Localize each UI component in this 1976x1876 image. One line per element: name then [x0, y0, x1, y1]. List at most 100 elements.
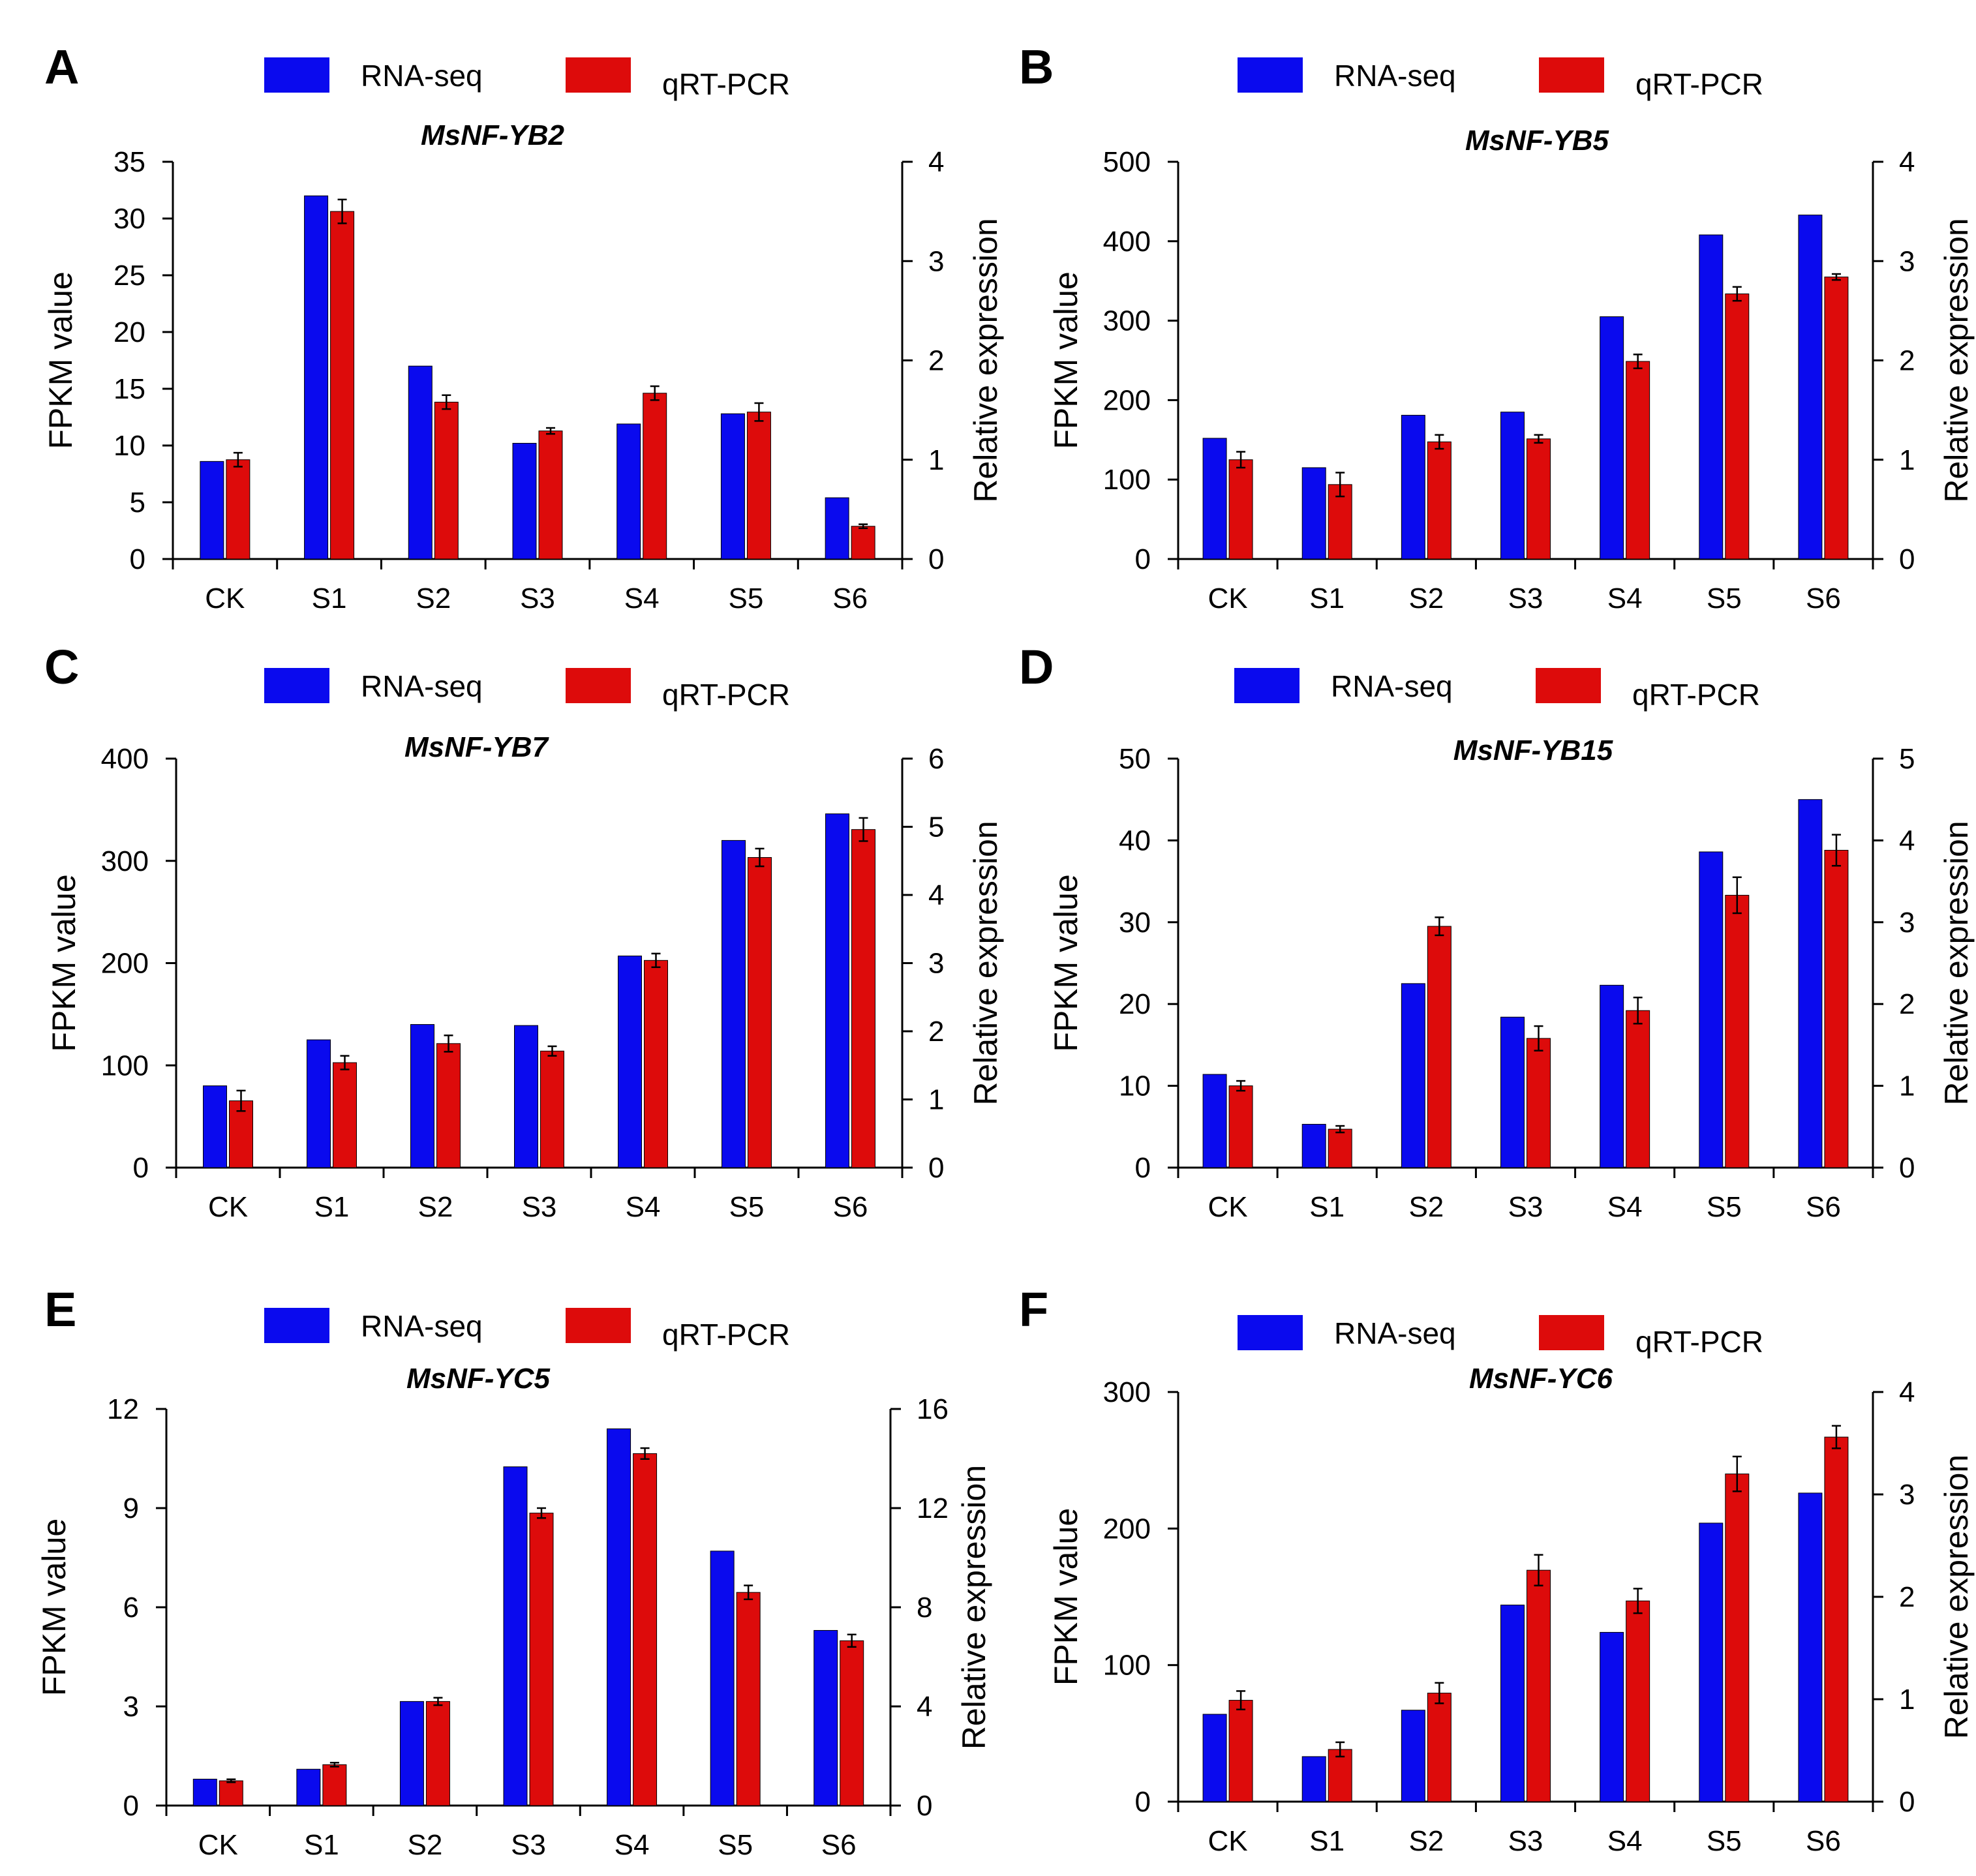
bar-qrtpcr	[1725, 1474, 1750, 1802]
bar-rnaseq	[607, 1428, 631, 1806]
x-tick-label: S2	[408, 1829, 443, 1861]
chart-title: MsNF-YB7	[404, 731, 550, 763]
bar-qrtpcr	[644, 960, 668, 1168]
bar-qrtpcr	[633, 1453, 658, 1806]
legend-label-qrtpcr: qRT-PCR	[1632, 678, 1760, 712]
bar-qrtpcr	[322, 1764, 347, 1806]
bar-rnaseq	[1600, 1631, 1624, 1802]
left-tick-label: 6	[123, 1592, 139, 1624]
bar-qrtpcr	[1328, 1128, 1352, 1168]
y2-axis-label: Relative expression	[956, 1465, 992, 1749]
right-tick-label: 0	[1899, 1786, 1915, 1818]
bar-qrtpcr	[851, 526, 875, 560]
right-tick-label: 5	[928, 811, 944, 843]
x-tick-label: S2	[1408, 582, 1444, 614]
x-tick-label: S4	[1607, 1825, 1643, 1857]
bar-qrtpcr	[333, 1062, 357, 1168]
panel-letter: E	[44, 1282, 76, 1337]
legend-swatch-rnaseq	[264, 668, 329, 703]
left-tick-label: 30	[1119, 907, 1151, 939]
bar-qrtpcr	[226, 459, 251, 560]
bar-qrtpcr	[1824, 849, 1849, 1168]
bar-rnaseq	[720, 413, 745, 560]
right-tick-label: 3	[1899, 1479, 1915, 1511]
x-tick-label: S1	[1309, 582, 1345, 614]
left-tick-label: 400	[1103, 226, 1151, 258]
right-tick-label: 0	[928, 1152, 944, 1184]
bar-qrtpcr	[1626, 1600, 1650, 1802]
x-tick-label: S3	[511, 1829, 546, 1861]
right-tick-label: 8	[917, 1592, 932, 1624]
chart-title: MsNF-YC6	[1469, 1363, 1613, 1395]
x-tick-label: CK	[208, 1191, 248, 1223]
x-tick-label: S1	[1309, 1191, 1345, 1223]
legend-swatch-qrtpcr	[1539, 57, 1604, 93]
right-tick-label: 0	[917, 1790, 932, 1822]
bar-qrtpcr	[1228, 1085, 1253, 1168]
bar-rnaseq	[1798, 215, 1823, 560]
bar-rnaseq	[1301, 467, 1326, 560]
right-tick-label: 0	[928, 543, 944, 575]
right-tick-label: 4	[1899, 825, 1915, 856]
right-tick-label: 3	[928, 948, 944, 980]
left-tick-label: 200	[1103, 384, 1151, 416]
panel-letter: A	[44, 40, 79, 94]
legend-swatch-rnaseq	[264, 1308, 329, 1343]
right-tick-label: 4	[1899, 1376, 1915, 1408]
x-tick-label: S6	[833, 1191, 868, 1223]
bar-qrtpcr	[851, 829, 875, 1168]
left-tick-label: 400	[101, 743, 149, 775]
x-tick-label: S5	[1707, 1825, 1742, 1857]
bar-qrtpcr	[529, 1513, 554, 1806]
right-tick-label: 1	[1899, 1684, 1915, 1716]
right-tick-label: 2	[928, 345, 944, 377]
left-tick-label: 0	[133, 1152, 149, 1184]
bar-qrtpcr	[1824, 277, 1849, 560]
x-tick-label: S4	[615, 1829, 650, 1861]
chart-title: MsNF-YB2	[421, 119, 565, 151]
right-tick-label: 4	[928, 879, 944, 911]
x-tick-label: S5	[1707, 582, 1742, 614]
bar-qrtpcr	[1527, 1038, 1551, 1168]
bar-qrtpcr	[840, 1640, 864, 1806]
legend-swatch-rnaseq	[1238, 57, 1303, 93]
left-tick-label: 500	[1103, 146, 1151, 178]
left-tick-label: 0	[1135, 1786, 1151, 1818]
bar-qrtpcr	[736, 1592, 761, 1806]
chart-title: MsNF-YB5	[1465, 125, 1609, 157]
left-tick-label: 9	[123, 1492, 139, 1524]
bar-rnaseq	[192, 1778, 217, 1806]
bar-rnaseq	[1202, 1714, 1227, 1802]
bar-rnaseq	[203, 1085, 227, 1168]
bar-rnaseq	[410, 1024, 434, 1168]
chart-panel-e: E RNA-seq qRT-PCR MsNF-YC5 0 3 6 9 12 0 4 8 12 16 CK S1…	[36, 1282, 992, 1861]
x-tick-label: S3	[1508, 582, 1543, 614]
bar-rnaseq	[1500, 1605, 1525, 1802]
x-tick-label: S6	[1806, 1191, 1841, 1223]
chart-panel-d: D RNA-seq qRT-PCR MsNF-YB15 0 10 20 30 40 50 0 1 2 3 4…	[1019, 640, 1975, 1223]
x-tick-label: S1	[304, 1829, 339, 1861]
legend-swatch-rnaseq	[1234, 668, 1300, 703]
bar-rnaseq	[813, 1629, 838, 1806]
right-tick-label: 1	[1899, 444, 1915, 476]
panel-letter: F	[1019, 1282, 1048, 1337]
x-tick-label: S3	[1508, 1825, 1543, 1857]
x-tick-label: S5	[1707, 1191, 1742, 1223]
left-tick-label: 300	[101, 845, 149, 877]
chart-panel-f: F RNA-seq qRT-PCR MsNF-YC6 0 100 200 300 0 1 2 3 4 CK…	[1019, 1282, 1975, 1857]
bar-qrtpcr	[748, 857, 772, 1168]
left-tick-label: 100	[101, 1050, 149, 1082]
left-tick-label: 10	[1119, 1070, 1151, 1102]
bar-qrtpcr	[538, 431, 563, 560]
left-tick-label: 20	[1119, 988, 1151, 1020]
x-tick-label: S2	[1408, 1825, 1444, 1857]
legend-label-qrtpcr: qRT-PCR	[662, 67, 790, 101]
left-tick-label: 10	[114, 430, 145, 462]
y-axis-label: FPKM value	[1048, 271, 1084, 449]
bar-qrtpcr	[1725, 894, 1750, 1168]
left-tick-label: 30	[114, 203, 145, 235]
bar-rnaseq	[1401, 1710, 1425, 1802]
right-tick-label: 0	[1899, 543, 1915, 575]
legend-label-qrtpcr: qRT-PCR	[662, 678, 790, 712]
x-tick-label: S2	[416, 582, 451, 614]
